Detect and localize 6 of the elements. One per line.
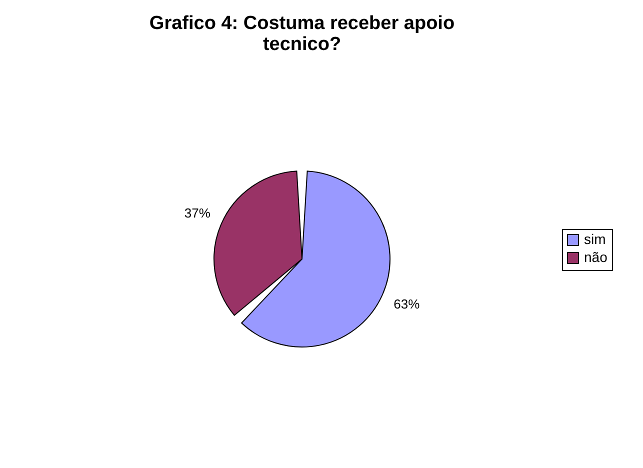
legend-label: não <box>584 249 608 265</box>
legend-label: sim <box>584 231 606 247</box>
data-label: 63% <box>394 296 420 312</box>
text: tecnico? <box>262 34 342 55</box>
text: Grafico 4: Costuma receber apoio <box>149 13 455 34</box>
data-label: 37% <box>184 206 211 221</box>
